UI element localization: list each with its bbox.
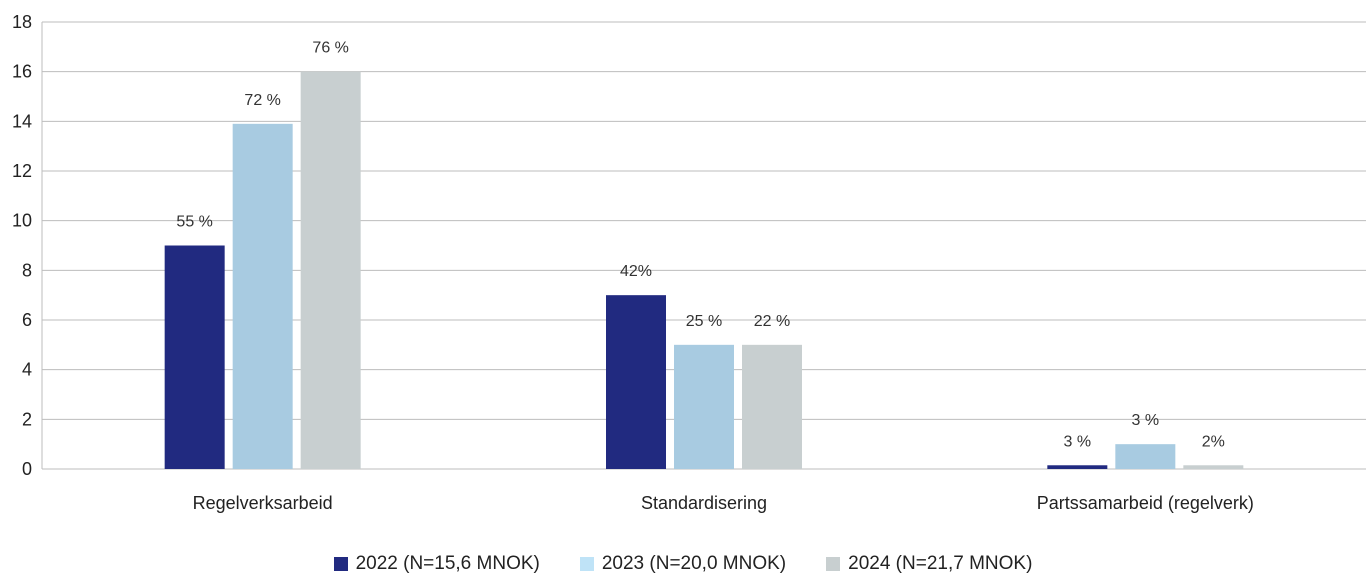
legend-label-2024: 2024 (N=21,7 MNOK) <box>848 553 1033 574</box>
y-tick-label: 6 <box>22 310 32 330</box>
legend-label-2023: 2023 (N=20,0 MNOK) <box>601 553 787 574</box>
bar <box>164 245 225 469</box>
legend-label-2022: 2022 (N=15,6 MNOK) <box>355 553 540 574</box>
y-tick-label: 8 <box>22 260 32 280</box>
y-tick-label: 2 <box>22 409 32 429</box>
y-tick-label: 18 <box>12 12 32 32</box>
category-label: Partssamarbeid (regelverk) <box>1037 493 1254 513</box>
legend-swatch-2023 <box>579 557 594 571</box>
data-label: 3 % <box>1064 433 1092 450</box>
data-label: 25 % <box>686 313 722 330</box>
data-label: 76 % <box>312 40 348 57</box>
bar <box>742 344 802 469</box>
bar <box>1183 465 1244 469</box>
legend-swatch-2022 <box>333 557 348 571</box>
bar <box>1047 465 1108 469</box>
y-tick-label: 16 <box>12 62 32 82</box>
bar <box>232 123 293 470</box>
bar <box>1115 444 1176 469</box>
y-tick-label: 0 <box>22 459 32 479</box>
bar <box>300 71 361 470</box>
legend-item-2022: 2022 (N=15,6 MNOK) <box>333 553 540 575</box>
bar <box>674 344 734 469</box>
data-label: 3 % <box>1132 412 1160 429</box>
bar <box>606 295 666 469</box>
y-tick-label: 4 <box>22 360 32 380</box>
legend-item-2024: 2024 (N=21,7 MNOK) <box>826 553 1032 575</box>
data-label: 2% <box>1202 433 1225 450</box>
legend-swatch-2024 <box>826 557 841 571</box>
data-label: 42% <box>620 263 652 280</box>
category-label: Regelverksarbeid <box>193 493 333 513</box>
category-label: Standardisering <box>641 493 767 513</box>
y-tick-label: 10 <box>12 211 32 231</box>
legend: 2022 (N=15,6 MNOK) 2023 (N=20,0 MNOK) 20… <box>0 553 1366 575</box>
bar-chart: 0 2 4 6 8 10 12 14 16 18 55 % 72 % 76 % Regelverksarb… <box>12 12 1366 513</box>
legend-item-2023: 2023 (N=20,0 MNOK) <box>579 553 787 575</box>
data-label: 55 % <box>176 214 212 231</box>
data-label: 72 % <box>244 92 280 109</box>
y-tick-label: 14 <box>12 111 32 131</box>
data-label: 22 % <box>754 313 790 330</box>
y-tick-label: 12 <box>12 161 32 181</box>
